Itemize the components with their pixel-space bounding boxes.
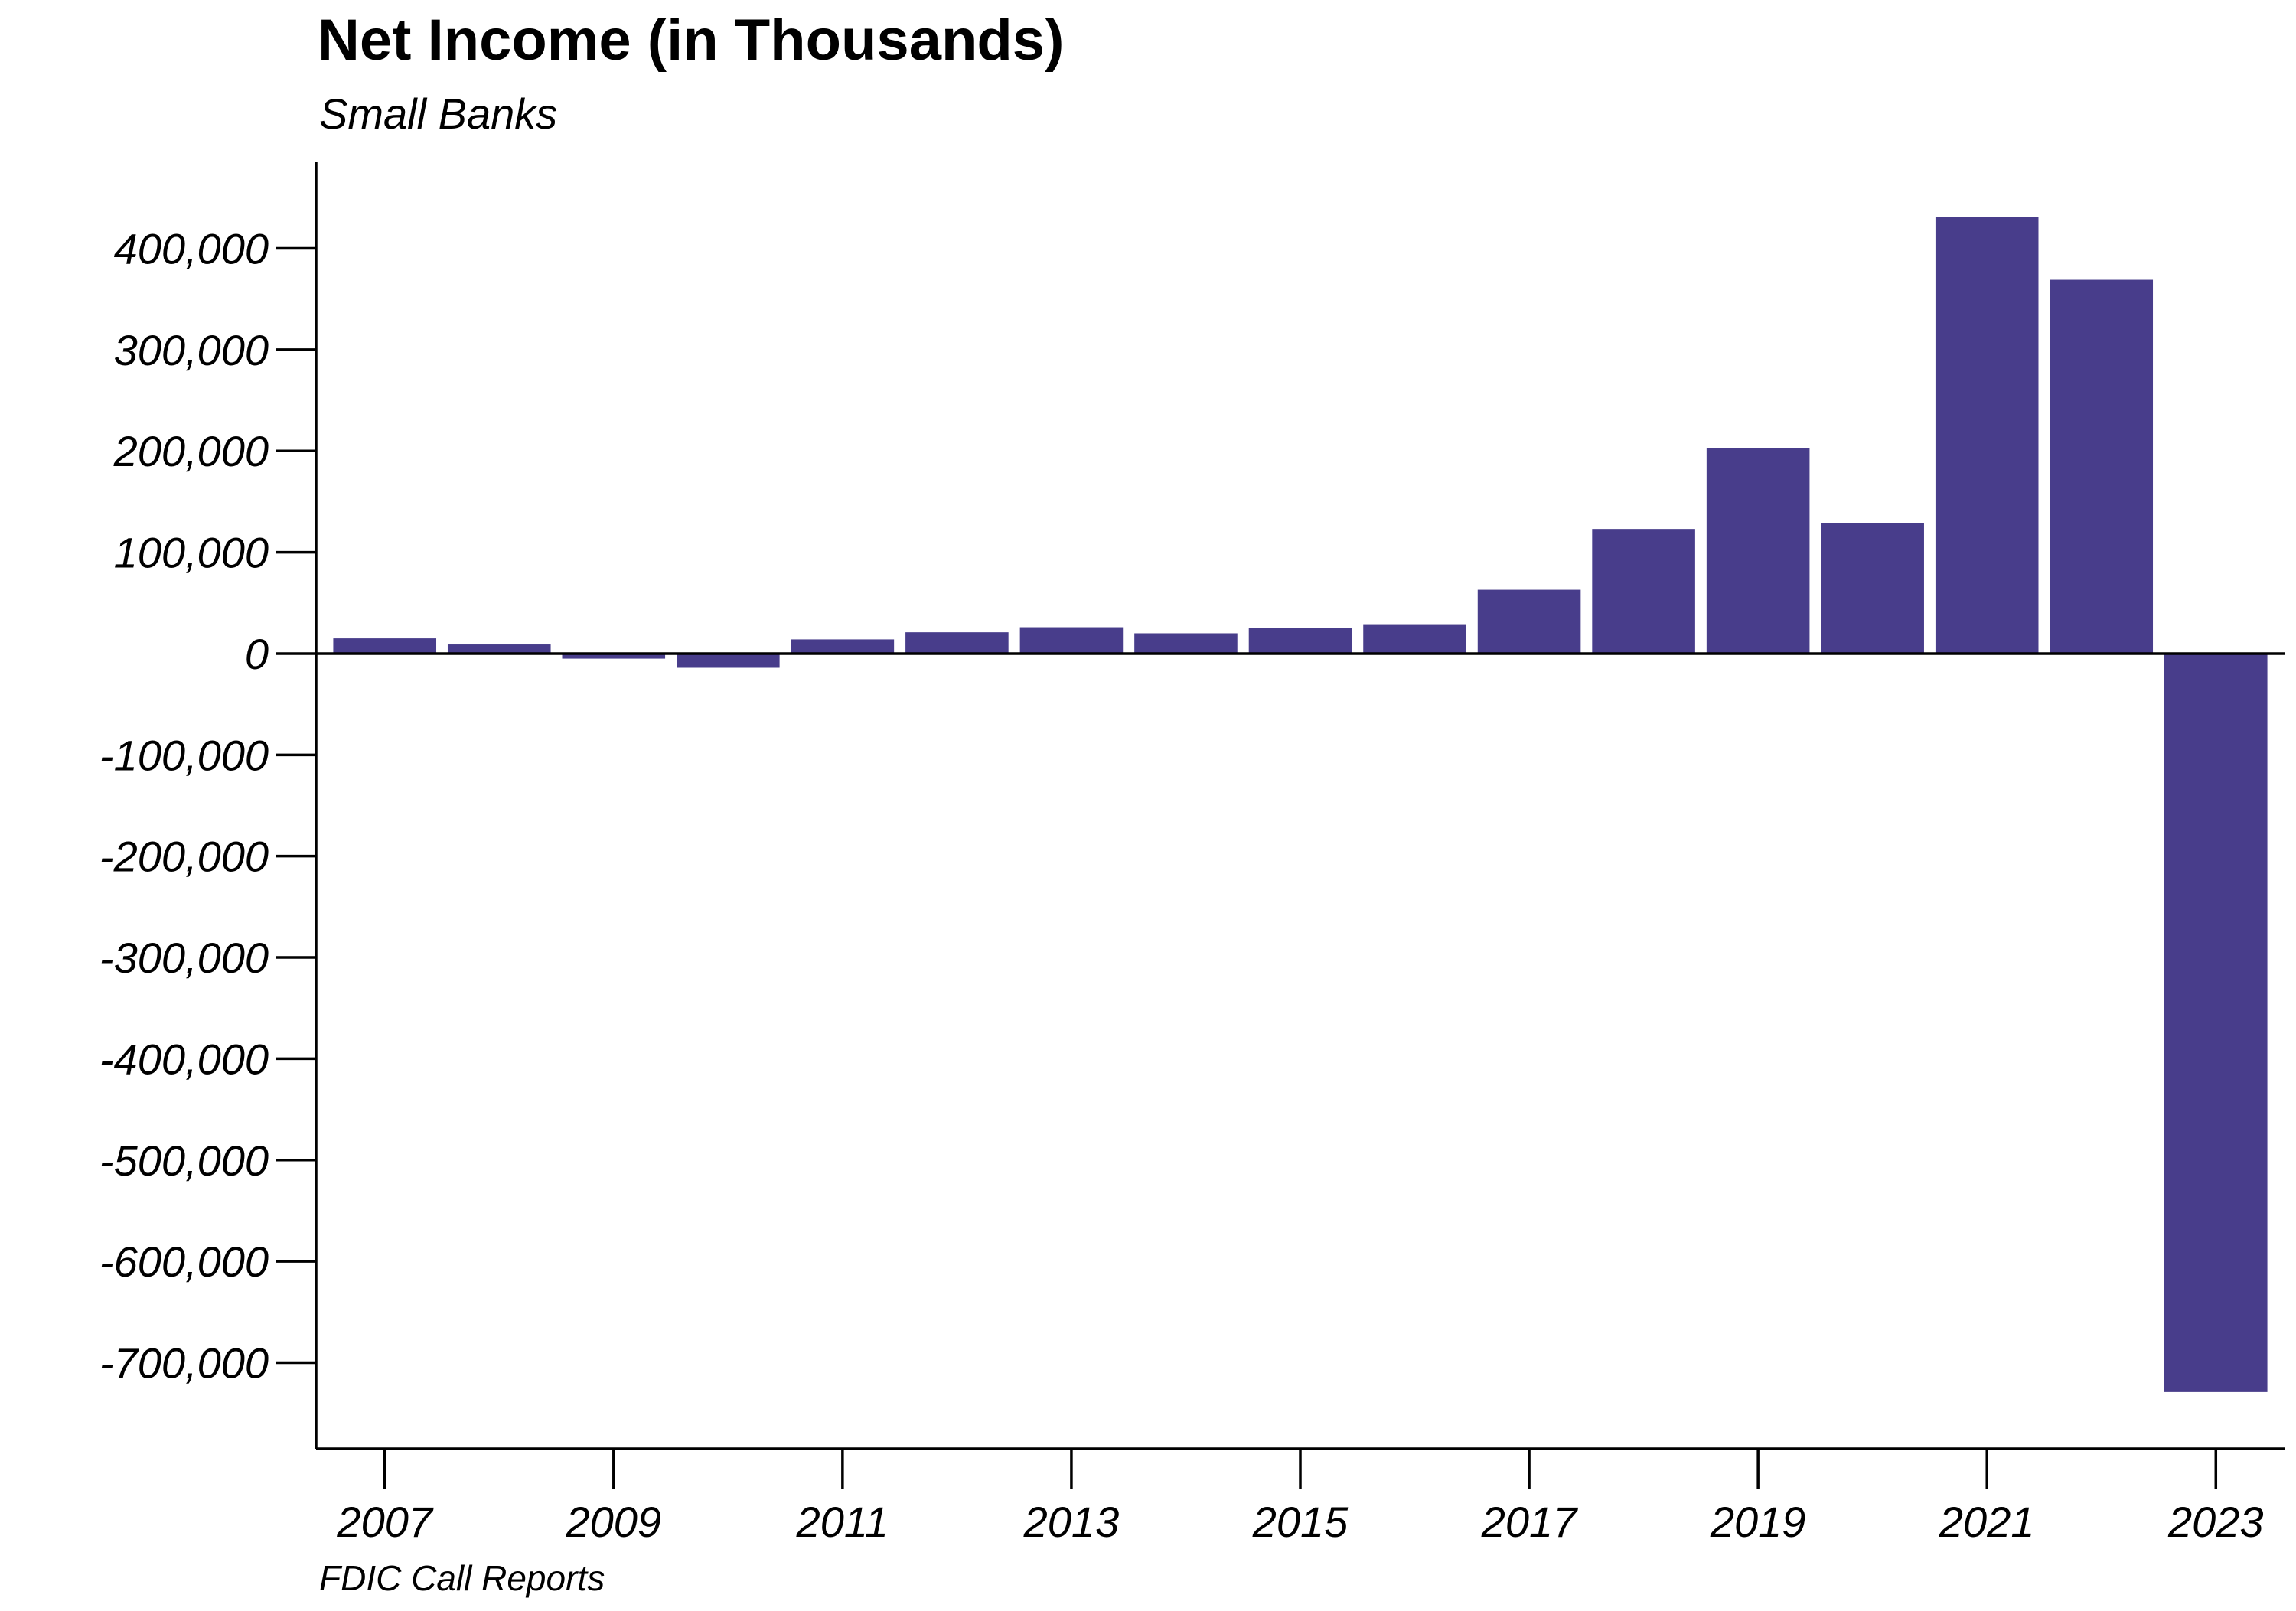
y-tick-label: -200,000	[99, 833, 269, 881]
bar-2017	[1477, 589, 1581, 654]
y-tick-label: 200,000	[113, 427, 269, 475]
bar-2010	[677, 653, 780, 668]
bar-2021	[1935, 217, 2039, 654]
chart-subtitle: Small Banks	[319, 90, 557, 138]
y-tick-label: -300,000	[99, 934, 269, 982]
y-tick-label: -600,000	[99, 1238, 269, 1286]
chart-title: Net Income (in Thousands)	[318, 8, 1064, 73]
x-axis-ticks: 2007 2009 2011 2013 2015 2017 2019 2021 2023	[336, 1449, 2264, 1546]
y-tick-label: -100,000	[99, 731, 269, 779]
bar-2013	[1019, 627, 1124, 654]
bar-2022	[2050, 279, 2154, 654]
y-axis-ticks: 400,000 300,000 200,000 100,000 0 -100,000 -20…	[99, 225, 316, 1387]
x-tick-label: 2021	[1939, 1498, 2035, 1546]
bar-2012	[905, 632, 1009, 654]
y-tick-label: 400,000	[114, 225, 269, 273]
x-tick-label: 2015	[1252, 1498, 1349, 1546]
bar-2018	[1592, 529, 1695, 654]
bar-2008	[447, 644, 551, 654]
x-tick-label: 2011	[796, 1498, 889, 1546]
x-tick-label: 2019	[1710, 1498, 1806, 1546]
x-tick-label: 2007	[336, 1498, 433, 1546]
x-tick-label: 2009	[566, 1498, 662, 1546]
bar-2015	[1248, 628, 1352, 654]
bars-group	[333, 217, 2268, 1392]
y-tick-label: -400,000	[99, 1035, 269, 1083]
y-tick-label: -500,000	[99, 1137, 269, 1185]
x-tick-label: 2023	[2167, 1498, 2264, 1546]
y-tick-label: 300,000	[114, 326, 269, 374]
bar-2011	[791, 639, 895, 654]
source-note: FDIC Call Reports	[319, 1558, 605, 1598]
x-tick-label: 2017	[1481, 1498, 1578, 1546]
bar-2014	[1134, 633, 1238, 654]
bar-2016	[1363, 624, 1466, 654]
bar-2007	[333, 638, 437, 654]
bar-2009	[562, 653, 666, 659]
bar-2023	[2164, 653, 2268, 1392]
y-tick-label: -700,000	[99, 1339, 269, 1387]
y-tick-label: 100,000	[114, 529, 269, 577]
bar-2019	[1706, 448, 1810, 654]
x-tick-label: 2013	[1023, 1498, 1120, 1546]
bar-2020	[1821, 523, 1924, 654]
y-tick-label: 0	[245, 630, 269, 678]
